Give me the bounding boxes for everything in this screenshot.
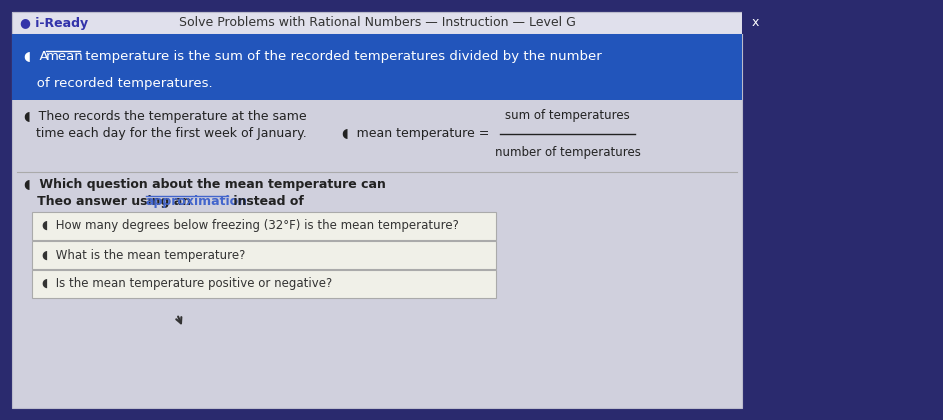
Text: ◖  A: ◖ A	[24, 50, 53, 63]
FancyBboxPatch shape	[32, 241, 496, 269]
Text: ◖  Which question about the mean temperature can: ◖ Which question about the mean temperat…	[24, 178, 386, 191]
Text: approximation: approximation	[146, 195, 248, 208]
Text: temperature is the sum of the recorded temperatures divided by the number: temperature is the sum of the recorded t…	[81, 50, 602, 63]
Text: sum of temperatures: sum of temperatures	[505, 109, 630, 122]
FancyBboxPatch shape	[12, 34, 742, 100]
Text: ● i-Ready: ● i-Ready	[20, 16, 88, 29]
Text: Theo answer using an: Theo answer using an	[24, 195, 195, 208]
Text: ◖  Theo records the temperature at the same: ◖ Theo records the temperature at the sa…	[24, 110, 306, 123]
Text: instead of: instead of	[229, 195, 304, 208]
Text: mean: mean	[46, 50, 84, 63]
Text: number of temperatures: number of temperatures	[494, 146, 640, 159]
Text: of recorded temperatures.: of recorded temperatures.	[24, 77, 212, 90]
FancyBboxPatch shape	[12, 12, 742, 408]
Text: Solve Problems with Rational Numbers — Instruction — Level G: Solve Problems with Rational Numbers — I…	[178, 16, 575, 29]
Text: an exact calculation?: an exact calculation?	[24, 212, 185, 225]
FancyBboxPatch shape	[742, 12, 768, 34]
Text: x: x	[752, 16, 759, 29]
FancyBboxPatch shape	[32, 270, 496, 298]
Text: ◖  mean temperature =: ◖ mean temperature =	[342, 128, 489, 141]
Text: ◖  How many degrees below freezing (32°F) is the mean temperature?: ◖ How many degrees below freezing (32°F)…	[42, 220, 459, 233]
Text: time each day for the first week of January.: time each day for the first week of Janu…	[24, 127, 306, 140]
FancyBboxPatch shape	[12, 12, 742, 34]
Text: ◖  Is the mean temperature positive or negative?: ◖ Is the mean temperature positive or ne…	[42, 278, 332, 291]
Text: ◖  What is the mean temperature?: ◖ What is the mean temperature?	[42, 249, 245, 262]
FancyBboxPatch shape	[32, 212, 496, 240]
